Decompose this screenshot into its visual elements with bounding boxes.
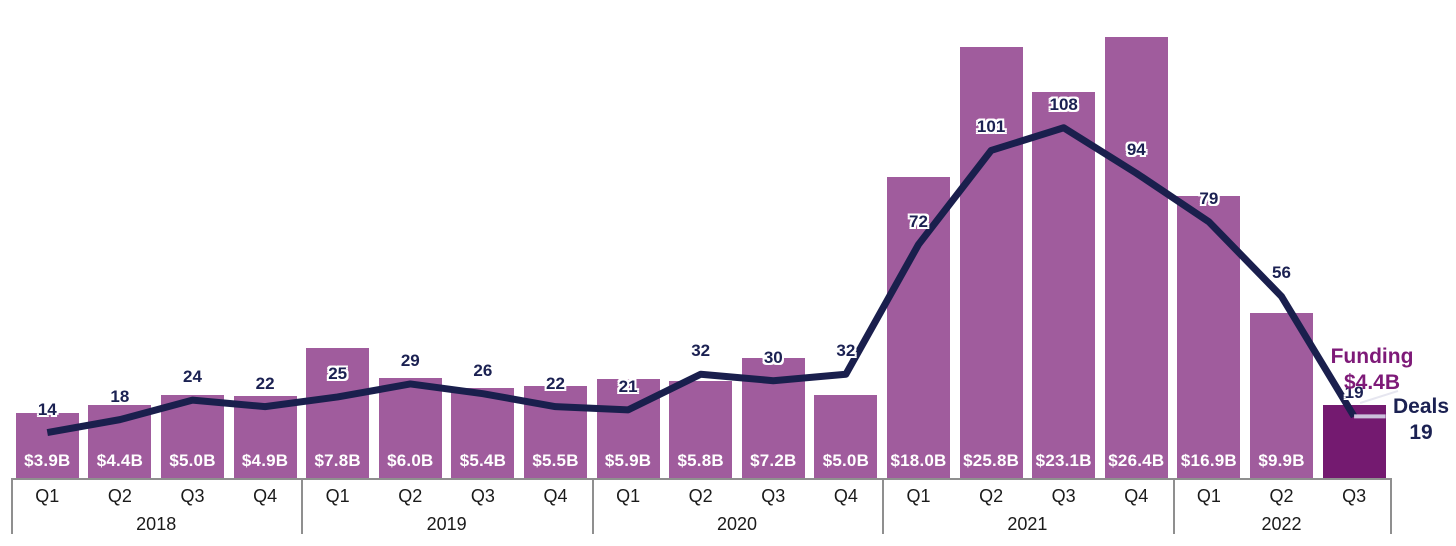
bar-value-label: $4.9B (241, 450, 289, 470)
deal-count-label: 56 (1272, 263, 1291, 283)
deal-count-label: 30 (763, 347, 783, 367)
bar-value-label: $5.0B (822, 451, 870, 470)
quarter-tick-label: Q2 (1269, 486, 1294, 506)
year-label: 2020 (716, 514, 758, 534)
bar-value-label: $25.8B (963, 450, 1020, 470)
deal-count-label: 79 (1199, 188, 1219, 208)
quarter-tick-label: Q2 (688, 486, 713, 506)
bar-value-label: $5.9B (604, 450, 652, 470)
quarter-tick-label: Q4 (833, 486, 858, 506)
bar-value-label: $26.4B (1108, 450, 1165, 470)
funding-annotation-value: $4.4B (1343, 371, 1401, 394)
year-label: 2019 (426, 514, 467, 534)
year-separator (882, 478, 885, 534)
deal-count-label: 24 (183, 367, 202, 387)
quarter-tick-label: Q4 (543, 486, 568, 506)
bar-value-label: $4.4B (96, 450, 144, 470)
deal-count-label: 25 (328, 363, 348, 383)
funding-annotation-label: Funding (1330, 345, 1414, 368)
deal-count-label: 18 (110, 386, 130, 406)
year-separator (591, 478, 594, 534)
bar-value-label: $5.8B (677, 450, 724, 470)
bar-value-label: $9.9B (1258, 450, 1305, 470)
bar-value-label: $5.5B (532, 450, 579, 470)
quarter-tick-label: Q1 (35, 486, 60, 506)
deal-count-label: 94 (1126, 140, 1146, 160)
quarter-tick-label: Q2 (107, 486, 132, 506)
quarter-tick-label: Q1 (1196, 486, 1221, 506)
quarter-tick-label: Q3 (470, 486, 495, 506)
deal-count-label: 19 (1344, 383, 1364, 403)
deal-count-label: 101 (976, 117, 1006, 137)
quarter-tick-label: Q1 (616, 486, 641, 506)
quarter-tick-label: Q3 (1051, 486, 1076, 506)
deal-count-label: 22 (255, 373, 275, 393)
bar-value-label: $16.9B (1180, 450, 1237, 470)
deal-count-label: 14 (37, 399, 57, 419)
quarter-tick-label: Q4 (253, 486, 278, 506)
quarter-tick-label: Q3 (1342, 486, 1367, 506)
deal-count-label: 108 (1049, 94, 1078, 114)
deals-annotation: Deals 19 (1386, 394, 1456, 446)
quarter-tick-label: Q4 (1124, 486, 1149, 506)
bar-value-label: $23.1B (1035, 450, 1092, 470)
year-label: 2021 (1007, 514, 1048, 534)
bar-value-label: $7.8B (314, 450, 361, 470)
year-separator (1390, 478, 1393, 534)
deals-annotation-label: Deals (1392, 395, 1450, 418)
year-label: 2018 (136, 514, 177, 534)
deal-count-label: 22 (546, 373, 565, 393)
deal-count-label: 32 (691, 341, 711, 361)
funding-annotation: Funding $4.4B (1320, 344, 1424, 396)
bar-value-label: $5.0B (169, 451, 216, 470)
deal-count-label: 32 (836, 341, 856, 361)
year-label: 2022 (1261, 514, 1302, 534)
year-separator (1172, 478, 1175, 534)
quarter-tick-label: Q3 (761, 486, 786, 506)
quarter-tick-label: Q1 (325, 486, 350, 506)
deal-count-label: 72 (909, 211, 928, 231)
funding-bar: $5.0B (161, 394, 224, 478)
quarter-tick-label: Q1 (906, 486, 931, 506)
deal-count-label: 29 (400, 350, 420, 370)
deals-annotation-value: 19 (1409, 421, 1433, 444)
quarter-tick-label: Q2 (398, 486, 423, 506)
axis-baseline (11, 478, 1391, 480)
quarter-tick-label: Q2 (979, 486, 1004, 506)
bar-value-label: $6.0B (387, 450, 434, 470)
deal-count-label: 26 (473, 360, 493, 380)
bar-value-label: $5.4B (459, 450, 507, 470)
axis-border-left (11, 478, 13, 534)
bar-value-label: $3.9B (24, 450, 71, 470)
bar-value-label: $7.2B (750, 450, 797, 470)
year-separator (301, 478, 304, 534)
deal-count-label: 21 (618, 376, 638, 396)
bar-value-label: $18.0B (890, 450, 947, 470)
quarter-tick-label: Q3 (180, 486, 205, 506)
